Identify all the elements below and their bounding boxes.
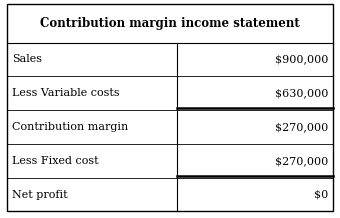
Text: $630,000: $630,000 [275,88,328,98]
Text: $270,000: $270,000 [275,122,328,132]
Text: Contribution margin: Contribution margin [12,122,128,132]
Text: $270,000: $270,000 [275,156,328,166]
Text: $0: $0 [314,190,328,199]
Text: $900,000: $900,000 [275,54,328,64]
Text: Contribution margin income statement: Contribution margin income statement [40,17,300,30]
Text: Less Variable costs: Less Variable costs [12,88,120,98]
Text: Net profit: Net profit [12,190,68,199]
Text: Sales: Sales [12,54,42,64]
Text: Less Fixed cost: Less Fixed cost [12,156,99,166]
